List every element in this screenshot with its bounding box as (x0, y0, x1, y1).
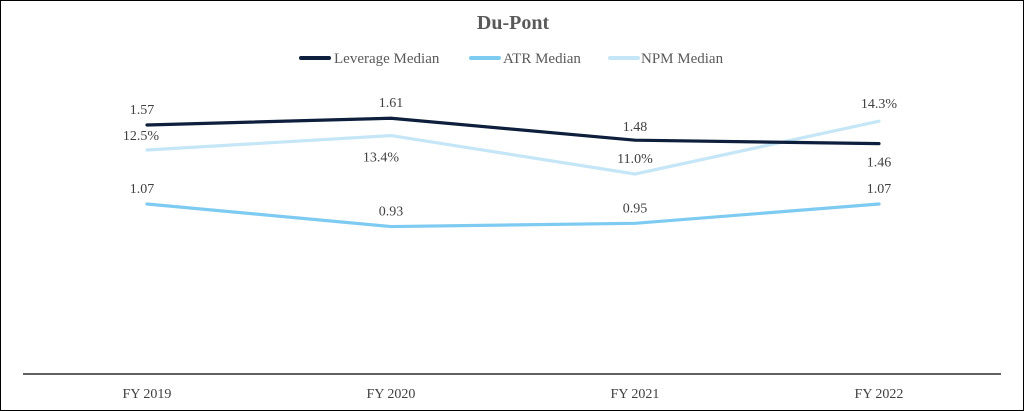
x-tick-label: FY 2022 (855, 387, 904, 402)
data-label: 0.95 (623, 201, 648, 216)
series-line-leverage-median (145, 116, 881, 146)
legend-item: ATR Median (469, 51, 581, 67)
data-label: 1.57 (130, 103, 155, 118)
legend-item: NPM Median (608, 51, 724, 67)
legend-label: Leverage Median (334, 51, 440, 67)
data-label: 1.07 (867, 182, 892, 197)
plot-area: 12.5% 13.4% 11.0% 14.3% 1.07 0.93 0.95 1.07 1.57… (123, 96, 898, 229)
series-line-npm-median (145, 119, 881, 176)
x-tick-label: FY 2020 (367, 387, 416, 402)
legend-label: ATR Median (503, 51, 581, 67)
x-tick-label: FY 2021 (611, 387, 660, 402)
x-axis: FY 2019 FY 2020 FY 2021 FY 2022 (123, 387, 904, 402)
data-label: 1.48 (623, 120, 648, 135)
chart-title: Du-Pont (477, 12, 550, 34)
data-label: 1.46 (867, 156, 892, 171)
data-label: 14.3% (861, 97, 898, 112)
legend: Leverage Median ATR Median NPM Median (299, 51, 724, 67)
data-label: 12.5% (123, 129, 160, 144)
series-line-atr-median (145, 202, 881, 229)
data-label: 0.93 (379, 205, 404, 220)
legend-label: NPM Median (641, 51, 724, 67)
legend-item: Leverage Median (299, 51, 440, 67)
data-label: 13.4% (363, 151, 400, 166)
data-label: 11.0% (617, 152, 653, 167)
x-tick-label: FY 2019 (123, 387, 172, 402)
data-label: 1.07 (130, 182, 155, 197)
data-label: 1.61 (379, 96, 404, 111)
